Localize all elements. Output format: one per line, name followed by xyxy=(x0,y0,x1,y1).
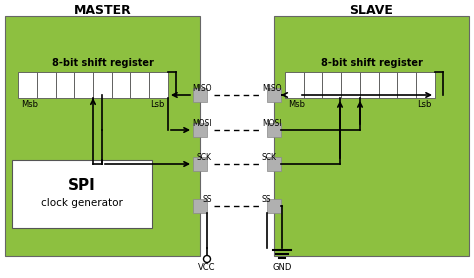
Bar xyxy=(267,123,281,137)
Text: Msb: Msb xyxy=(21,100,38,109)
Bar xyxy=(398,72,416,98)
Bar xyxy=(93,72,112,98)
Bar xyxy=(5,16,200,256)
Bar xyxy=(285,72,304,98)
Bar xyxy=(130,72,149,98)
Text: clock generator: clock generator xyxy=(41,198,123,208)
Bar xyxy=(360,72,379,98)
Bar xyxy=(322,72,341,98)
Bar xyxy=(149,72,168,98)
Bar xyxy=(416,72,435,98)
Text: MASTER: MASTER xyxy=(73,4,131,16)
Circle shape xyxy=(203,255,210,262)
Bar xyxy=(304,72,322,98)
Bar xyxy=(18,72,37,98)
Text: Msb: Msb xyxy=(288,100,305,109)
Text: MISO: MISO xyxy=(262,84,282,93)
Bar xyxy=(55,72,74,98)
Text: SS: SS xyxy=(262,195,272,204)
Text: SLAVE: SLAVE xyxy=(349,4,393,16)
Text: 8-bit shift register: 8-bit shift register xyxy=(52,58,154,68)
Text: GND: GND xyxy=(272,264,292,272)
Bar xyxy=(193,88,207,102)
Text: SPI: SPI xyxy=(68,177,96,192)
Text: Lsb: Lsb xyxy=(418,100,432,109)
Text: MISO: MISO xyxy=(192,84,212,93)
Bar xyxy=(37,72,55,98)
Bar xyxy=(12,160,152,228)
Text: 8-bit shift register: 8-bit shift register xyxy=(320,58,422,68)
Bar xyxy=(341,72,360,98)
Bar xyxy=(193,199,207,213)
Text: SCK: SCK xyxy=(262,153,277,162)
Text: VCC: VCC xyxy=(198,264,216,272)
Text: Lsb: Lsb xyxy=(151,100,165,109)
Bar xyxy=(193,157,207,171)
Bar xyxy=(74,72,93,98)
Text: SCK: SCK xyxy=(197,153,212,162)
Bar xyxy=(274,16,469,256)
Bar xyxy=(267,157,281,171)
Bar xyxy=(267,88,281,102)
Bar xyxy=(193,123,207,137)
Bar xyxy=(267,199,281,213)
Text: MOSI: MOSI xyxy=(192,119,212,128)
Bar xyxy=(379,72,398,98)
Text: SS: SS xyxy=(202,195,212,204)
Bar xyxy=(112,72,130,98)
Text: MOSI: MOSI xyxy=(262,119,282,128)
